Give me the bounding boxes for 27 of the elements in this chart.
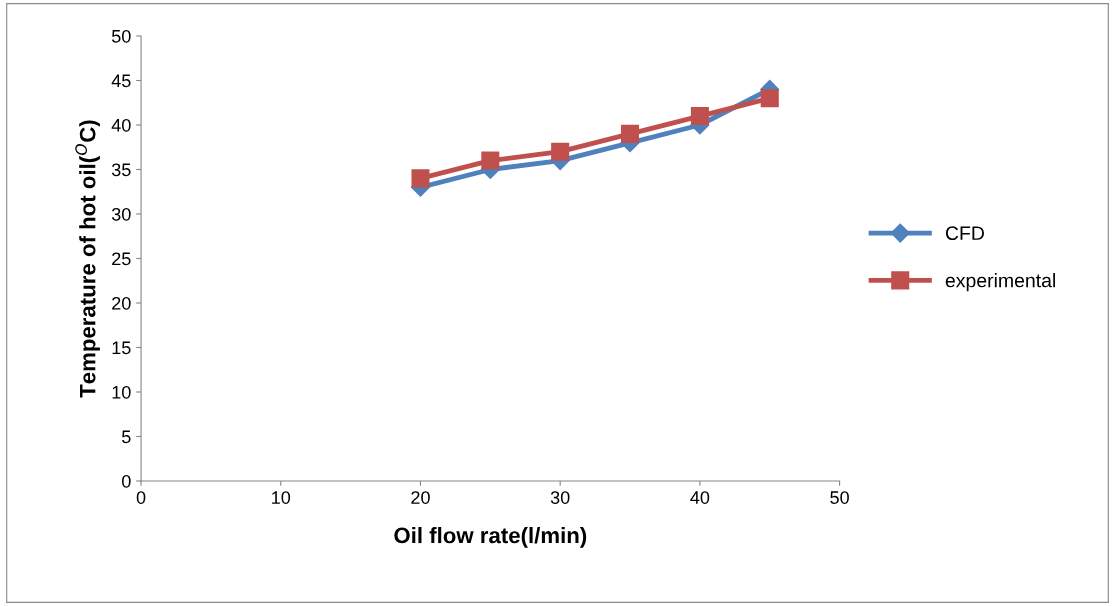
y-tick-label: 35: [111, 163, 131, 177]
x-tick-label: 0: [136, 491, 146, 504]
y-axis-title: Temperature of hot oil($^{O}$C): [75, 120, 100, 398]
x-axis-title: Oil flow rate(l/min): [394, 526, 587, 548]
point: [760, 89, 779, 108]
x-tick-label: 30: [550, 491, 570, 504]
point: [551, 142, 570, 161]
y-tick-label: 50: [111, 29, 131, 43]
x-tick-label: 20: [411, 491, 430, 504]
point: [621, 124, 640, 143]
y-tick-label: 25: [112, 252, 131, 266]
legend-label: experimental: [945, 273, 1055, 292]
y-tick-label: 5: [122, 430, 131, 444]
y-tick-label: 0: [121, 474, 131, 488]
point: [481, 151, 500, 170]
y-tick-label: 20: [112, 296, 131, 310]
point: [411, 169, 430, 188]
x-tick-label: 50: [830, 491, 849, 504]
legend-label: CFD: [945, 226, 984, 241]
x-tick-label: 10: [272, 491, 291, 504]
y-tick-label: 30: [111, 207, 131, 221]
point: [690, 107, 709, 126]
x-tick-label: 40: [690, 491, 710, 504]
y-tick-label: 10: [112, 385, 131, 399]
y-tick-label: 45: [111, 74, 131, 88]
y-tick-label: 40: [111, 118, 131, 132]
y-tick-label: 15: [112, 341, 131, 355]
